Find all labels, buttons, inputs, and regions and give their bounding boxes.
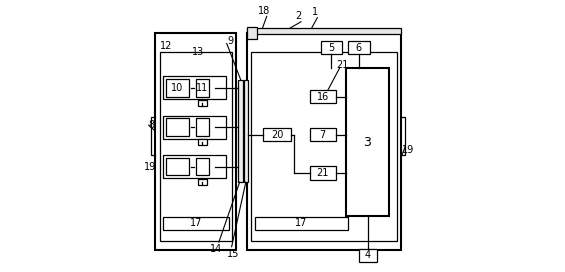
Text: 10: 10 — [171, 83, 183, 93]
Text: 3: 3 — [363, 136, 371, 149]
Bar — [247, 28, 401, 34]
Text: 17: 17 — [295, 218, 308, 228]
Bar — [198, 100, 207, 106]
Text: 21: 21 — [316, 168, 329, 178]
Text: 8: 8 — [149, 120, 154, 130]
Bar — [196, 118, 208, 136]
Text: 20: 20 — [271, 130, 283, 140]
Text: 14: 14 — [210, 244, 222, 254]
Bar — [255, 217, 348, 230]
Text: 15: 15 — [227, 249, 239, 258]
Bar — [310, 166, 336, 180]
Bar — [310, 128, 336, 141]
Text: 19: 19 — [402, 145, 415, 154]
Bar — [198, 179, 207, 185]
Bar — [263, 128, 290, 141]
Bar — [238, 79, 243, 182]
Text: 12: 12 — [160, 41, 172, 51]
Bar — [163, 155, 226, 178]
Text: 13: 13 — [192, 47, 204, 57]
Text: 18: 18 — [258, 6, 270, 16]
Bar — [196, 79, 208, 97]
Text: 19: 19 — [144, 162, 156, 172]
Bar — [163, 76, 226, 99]
Bar — [320, 41, 342, 54]
Bar — [247, 33, 401, 250]
Text: 11: 11 — [196, 83, 208, 93]
Text: 4: 4 — [365, 250, 371, 260]
Bar — [359, 249, 377, 262]
Bar — [310, 90, 336, 103]
Bar — [166, 79, 189, 97]
Text: 5: 5 — [328, 43, 334, 53]
Text: 2: 2 — [295, 11, 301, 21]
Bar — [251, 52, 397, 241]
Bar — [244, 79, 248, 182]
Bar — [166, 158, 189, 175]
Bar — [198, 139, 207, 145]
Text: 21: 21 — [336, 60, 349, 70]
Text: 16: 16 — [316, 92, 329, 102]
Bar — [166, 118, 189, 136]
Text: 7: 7 — [319, 130, 326, 140]
Text: 1: 1 — [311, 7, 318, 17]
Bar — [247, 27, 257, 39]
Bar — [348, 41, 370, 54]
Text: 9: 9 — [228, 36, 234, 46]
Bar — [163, 116, 226, 139]
Bar — [159, 52, 232, 241]
Bar — [163, 217, 229, 230]
Bar — [196, 158, 208, 175]
Bar — [155, 33, 236, 250]
Text: 6: 6 — [355, 43, 362, 53]
Bar — [346, 68, 389, 216]
Text: 17: 17 — [190, 218, 202, 228]
